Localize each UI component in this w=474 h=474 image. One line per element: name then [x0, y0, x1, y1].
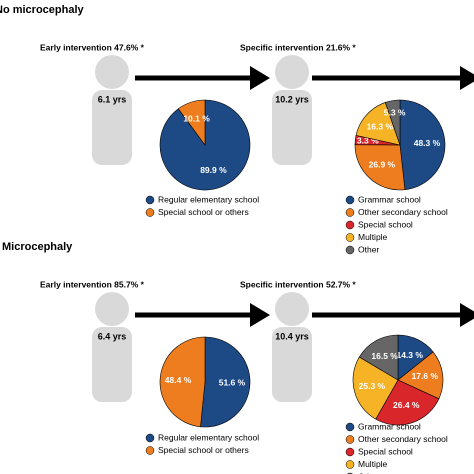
legend-label: Other secondary school — [358, 434, 448, 444]
legend-marker — [145, 195, 155, 205]
slice-label: 89.9 % — [200, 165, 227, 175]
legend-label: Other secondary school — [358, 207, 448, 217]
pie-slice — [159, 336, 206, 428]
slice-label: 51.6 % — [219, 378, 246, 388]
legend-label: Grammar school — [358, 421, 421, 431]
legend-label: Multiple — [358, 232, 388, 242]
person-head — [95, 292, 129, 326]
age-label: 6.4 yrs — [98, 331, 127, 341]
age-label: 10.2 yrs — [275, 94, 309, 104]
legend-label: Regular elementary school — [158, 194, 259, 204]
legend-label: Special school — [358, 219, 413, 229]
person-body — [272, 327, 312, 402]
intervention-label: Early intervention 85.7% * — [40, 279, 145, 289]
person-body — [92, 90, 132, 165]
section-title: Microcephaly — [2, 241, 73, 253]
pie-slice — [358, 334, 399, 381]
slice-label: 16.3 % — [367, 121, 394, 131]
pie-slice — [200, 336, 251, 428]
pie-slice — [384, 99, 401, 146]
person-body — [272, 90, 312, 165]
legend-label: Regular elementary school — [158, 432, 259, 442]
intervention-label: Early intervention 47.6% * — [40, 42, 145, 52]
age-label: 10.4 yrs — [275, 331, 309, 341]
arrow-head — [250, 303, 270, 327]
legend-label: Other — [358, 244, 379, 254]
slice-label: 17.6 % — [412, 371, 439, 381]
arrow-head — [250, 66, 270, 90]
legend-label: Multiple — [358, 459, 388, 469]
legend-marker — [345, 220, 355, 230]
slice-label: 25.3 % — [359, 381, 386, 391]
slice-label: 14.3 % — [396, 350, 423, 360]
legend-marker — [345, 233, 355, 242]
person-head — [95, 55, 129, 89]
section-title: No microcephaly — [0, 4, 85, 16]
legend-marker — [345, 435, 355, 444]
slice-label: 48.4 % — [165, 375, 192, 385]
legend-label: Other — [358, 471, 379, 474]
legend-label: Special school — [358, 446, 413, 456]
legend-label: Special school or others — [158, 207, 249, 217]
intervention-label: Specific intervention 52.7% * — [240, 279, 356, 289]
legend-marker — [345, 195, 355, 205]
legend-marker — [345, 422, 355, 432]
slice-label: 5.3 % — [384, 107, 406, 117]
pie-slice — [397, 351, 444, 400]
legend-marker — [145, 208, 155, 217]
age-label: 6.1 yrs — [98, 94, 127, 104]
slice-label: 48.3 % — [414, 138, 441, 148]
legend-marker — [345, 245, 355, 255]
person-head — [275, 292, 309, 326]
legend-marker — [145, 446, 155, 455]
intervention-label: Specific intervention 21.6% * — [240, 42, 356, 52]
slice-label: 26.4 % — [393, 400, 420, 410]
slice-label: 26.9 % — [369, 159, 396, 169]
slice-label: 10.1 % — [183, 114, 210, 124]
pie-slice — [399, 99, 446, 191]
pie-slice — [354, 144, 406, 191]
legend-marker — [145, 433, 155, 443]
person-head — [275, 55, 309, 89]
person-body — [92, 327, 132, 402]
legend-label: Special school or others — [158, 445, 249, 455]
legend-label: Grammar school — [358, 194, 421, 204]
pie-slice — [177, 99, 206, 146]
slice-label: 16.5 % — [371, 351, 398, 361]
arrow-head — [460, 66, 474, 90]
legend-marker — [345, 208, 355, 217]
pie-slice — [352, 356, 399, 420]
legend-marker — [345, 460, 355, 469]
arrow-head — [460, 303, 474, 327]
pie-slice — [375, 379, 440, 426]
pie-slice — [355, 102, 401, 146]
slice-label: 3.3 % — [357, 136, 379, 146]
legend-marker — [345, 447, 355, 457]
